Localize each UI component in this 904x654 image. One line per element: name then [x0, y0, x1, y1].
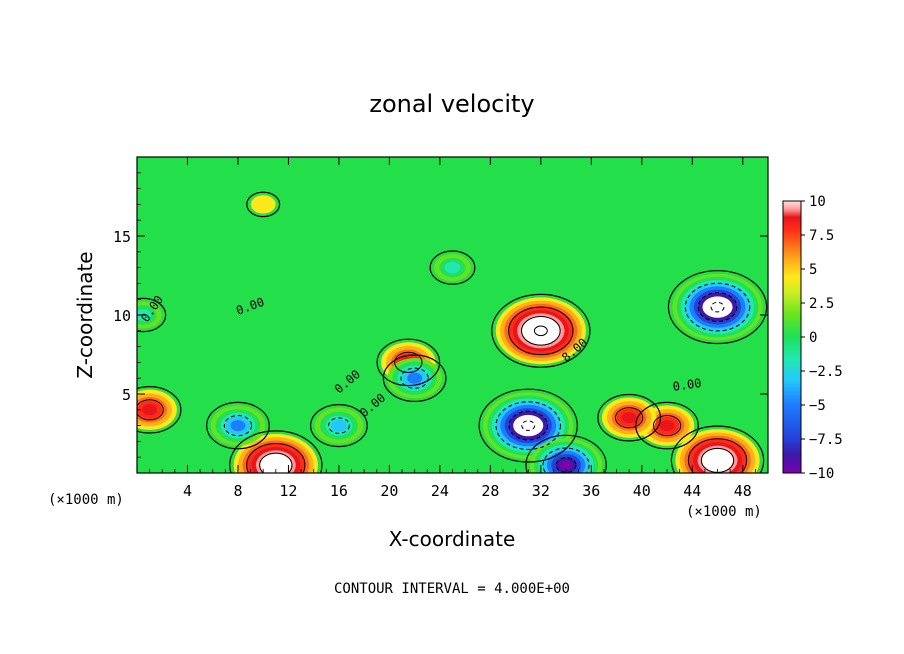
field-feature-13: [434, 254, 471, 282]
zero-contour-line: [246, 191, 281, 218]
contour-line: [710, 301, 725, 313]
colorbar-tick-label: 7.5: [809, 228, 834, 244]
x-tick-label: 12: [279, 482, 297, 500]
field-feature-15: [137, 301, 162, 329]
field-band: [330, 419, 348, 432]
contour-line: [328, 417, 350, 434]
y-tick-label: 15: [113, 228, 131, 246]
x-unit-label-left: (×1000 m): [48, 492, 124, 508]
contour-line: [684, 282, 751, 332]
x-unit-label-right: (×1000 m): [686, 504, 762, 520]
contour-line: [652, 415, 682, 437]
zero-contour-line: [491, 293, 591, 368]
contour-line: [394, 351, 423, 373]
x-tick-label: 40: [633, 482, 651, 500]
x-axis-label: X-coordinate: [389, 527, 516, 551]
colorbar-tick-label: −10: [809, 466, 834, 482]
contour-line: [400, 367, 429, 389]
colorbar-tick-label: −5: [809, 398, 826, 414]
colorbar-tick-label: 5: [809, 262, 817, 278]
x-tick-label: 36: [582, 482, 600, 500]
contour-line: [615, 407, 644, 429]
chart-title: zonal velocity: [369, 90, 534, 118]
y-axis-ticks: 5 10 15: [113, 172, 768, 458]
field-feature-8: [314, 407, 364, 444]
colorbar-tick-label: 0: [809, 330, 817, 346]
contour-line: [533, 325, 548, 337]
contour-line: [521, 315, 561, 346]
contour-line: [246, 443, 306, 473]
y-axis-label: Z-coordinate: [73, 251, 97, 378]
field-feature-12: [387, 358, 442, 399]
contour-line: [495, 401, 561, 450]
contour-lines: [137, 191, 768, 473]
zero-contour-line: [525, 434, 607, 473]
field-band: [444, 261, 461, 274]
field-band: [559, 460, 573, 470]
contour-line: [508, 306, 574, 356]
contour-line: [521, 420, 536, 431]
field-core: [702, 296, 733, 318]
contour-line: [223, 415, 253, 437]
zero-contour-line: [635, 401, 699, 450]
field-band: [250, 195, 276, 214]
x-tick-label: 32: [532, 482, 550, 500]
contour-line: [687, 438, 748, 473]
field-core: [525, 320, 556, 342]
y-tick-label: 10: [113, 307, 131, 325]
contour-line: [137, 399, 164, 421]
colorbar-ticks: 10 7.5 5 2.5 0 −2.5 −5 −7.5 −10: [801, 194, 843, 482]
contour-line: [259, 452, 293, 473]
plot-area: 0.00 0.000.000.000.008.00: [136, 156, 769, 474]
colorbar-gradient: [782, 200, 802, 474]
field-core: [513, 414, 544, 437]
zero-contour-line: [310, 404, 368, 448]
field-band: [142, 404, 158, 416]
field-feature-7: [210, 405, 266, 446]
x-tick-label: 24: [431, 482, 449, 500]
contour-interval-note: CONTOUR INTERVAL = 4.000E+00: [334, 581, 570, 597]
x-tick-label: 20: [380, 482, 398, 500]
field-core: [261, 455, 290, 473]
x-tick-label: 28: [481, 482, 499, 500]
zero-contour-line: [376, 338, 441, 387]
colorbar: 10 7.5 5 2.5 0 −2.5 −5 −7.5 −10: [782, 194, 843, 482]
zero-contour-line: [137, 297, 167, 333]
field-core: [703, 450, 732, 471]
zero-contour-line: [667, 270, 768, 345]
zero-contour-line: [382, 354, 447, 403]
x-tick-label: 8: [233, 482, 242, 500]
colorbar-tick-label: −2.5: [809, 364, 843, 380]
zero-contour-line: [229, 430, 323, 473]
field-band: [407, 372, 423, 384]
contour-line: [542, 447, 590, 473]
contour-line: [508, 410, 549, 441]
zero-contour-line: [206, 401, 270, 450]
colorbar-tick-label: 2.5: [809, 296, 834, 312]
colorbar-tick-label: 10: [809, 194, 826, 210]
x-tick-label: 48: [734, 482, 752, 500]
field-feature-14: [250, 195, 276, 214]
zero-contour-line: [137, 386, 182, 434]
zero-contour-line: [429, 250, 476, 285]
zero-contour-line: [478, 388, 578, 463]
x-tick-label: 44: [683, 482, 701, 500]
contour-line: [697, 292, 738, 322]
zero-contour-line: [597, 393, 662, 442]
x-tick-label: 16: [330, 482, 348, 500]
colorbar-tick-label: −7.5: [809, 432, 843, 448]
field-band: [230, 420, 246, 432]
field-band: [621, 412, 637, 424]
x-axis-ticks: 4 8 12 16 20 24 28 32 36 40 44 48: [149, 157, 756, 500]
zero-contour-line: [670, 425, 765, 473]
y-tick-label: 5: [122, 386, 131, 404]
field-feature-10: [601, 397, 657, 438]
contour-label: 0.00: [672, 376, 703, 394]
field-band: [659, 420, 675, 432]
x-tick-label: 4: [183, 482, 192, 500]
field-feature-3: [675, 429, 760, 473]
